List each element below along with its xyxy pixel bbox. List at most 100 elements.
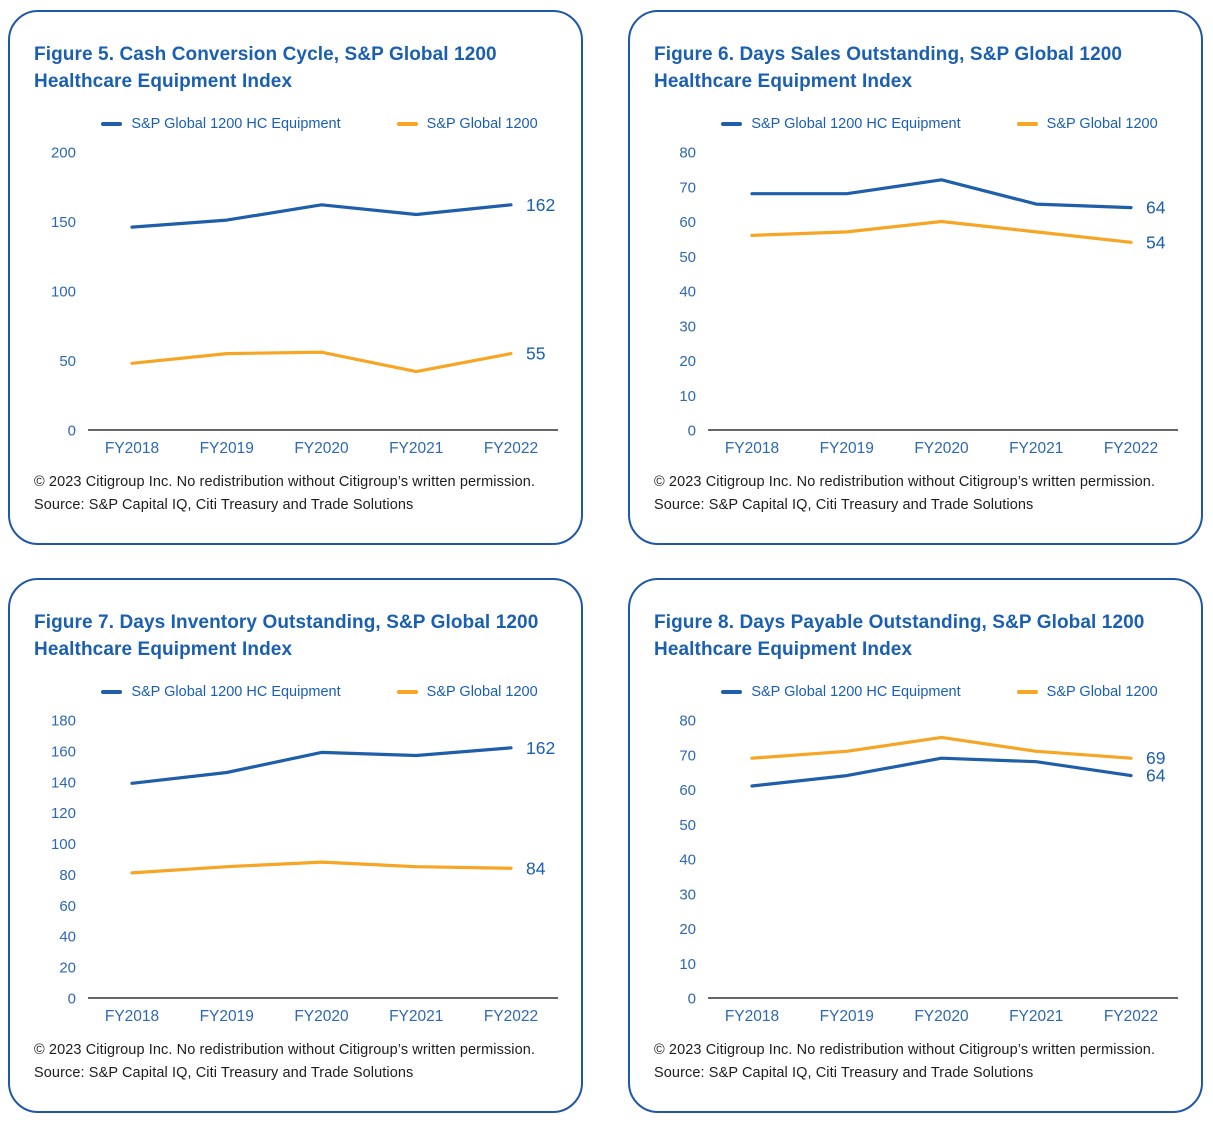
series-line [130, 746, 513, 785]
y-tick-label: 120 [51, 805, 76, 822]
series-end-label: 162 [526, 738, 555, 758]
y-tick-label: 50 [679, 249, 696, 266]
y-tick-label: 0 [688, 990, 696, 1007]
series-line [750, 756, 1133, 788]
figure6-line-chart: 0 10 20 30 40 50 60 70 80 FY2018 FY2019 FY2020 FY202… [679, 144, 1178, 457]
y-tick-label: 80 [679, 144, 696, 161]
copyright-text: © 2023 Citigroup Inc. No redistribution … [34, 473, 536, 490]
figure6-legend: S&P Global 1200 HC Equipment S&P Global … [654, 116, 1179, 132]
figure8-title: Figure 8. Days Payable Outstanding, S&P … [654, 612, 1145, 660]
figure-grid: Figure 5. Cash Conversion Cycle, S&P Glo… [8, 10, 1205, 1113]
source-text: Source: S&P Capital IQ, Citi Treasury an… [34, 497, 414, 514]
x-tick-label: FY2019 [200, 440, 254, 457]
x-tick-label: FY2019 [820, 440, 874, 457]
y-tick-label: 10 [679, 956, 696, 973]
figure6-title: Figure 6. Days Sales Outstanding, S&P Gl… [654, 44, 1123, 92]
x-tick-label: FY2022 [484, 440, 538, 457]
source-text: Source: S&P Capital IQ, Citi Treasury an… [34, 1065, 414, 1082]
series-line [130, 860, 513, 875]
y-tick-label: 180 [51, 712, 76, 729]
legend-dash-orange-icon [1016, 690, 1038, 694]
y-tick-label: 0 [68, 990, 76, 1007]
legend-item-hc-equipment: S&P Global 1200 HC Equipment [721, 684, 961, 700]
legend-item-sp1200: S&P Global 1200 [396, 115, 538, 132]
x-tick-label: FY2022 [1104, 440, 1158, 457]
y-tick-label: 60 [679, 214, 696, 231]
legend-dash-orange-icon [1016, 122, 1038, 126]
x-tick-label: FY2020 [914, 440, 969, 457]
figure8-chart-area: 0 10 20 30 40 50 60 70 80 FY2018 FY2019 FY2020 FY202… [654, 704, 1179, 1035]
x-tick-label: FY2021 [389, 440, 443, 457]
figure8-footer: © 2023 Citigroup Inc. No redistribution … [654, 1039, 1179, 1086]
figure6-chart-area: 0 10 20 30 40 50 60 70 80 FY2018 FY2019 FY2020 FY202… [654, 136, 1179, 467]
series-line [130, 203, 513, 229]
figure6-card: Figure 6. Days Sales Outstanding, S&P Gl… [628, 10, 1203, 545]
x-tick-label: FY2022 [1104, 1008, 1158, 1025]
y-tick-label: 40 [679, 851, 696, 868]
y-tick-label: 0 [688, 422, 696, 439]
y-tick-label: 30 [679, 886, 696, 903]
legend-item-hc-equipment: S&P Global 1200 HC Equipment [101, 115, 341, 132]
figure6-footer: © 2023 Citigroup Inc. No redistribution … [654, 471, 1179, 518]
figure7-footer: © 2023 Citigroup Inc. No redistribution … [34, 1039, 559, 1086]
series-end-label: 69 [1146, 748, 1165, 768]
x-tick-label: FY2018 [105, 440, 159, 457]
legend-dash-orange-icon [396, 122, 418, 126]
y-tick-label: 80 [679, 712, 696, 729]
figure5-title: Figure 5. Cash Conversion Cycle, S&P Glo… [34, 44, 497, 92]
legend-label-sp1200: S&P Global 1200 [426, 115, 538, 132]
legend-item-sp1200: S&P Global 1200 [1016, 684, 1158, 700]
y-tick-label: 20 [679, 353, 696, 370]
figure5-legend: S&P Global 1200 HC Equipment S&P Global … [34, 116, 559, 132]
legend-item-hc-equipment: S&P Global 1200 HC Equipment [721, 115, 961, 132]
series-end-label: 54 [1146, 232, 1166, 252]
y-tick-label: 20 [679, 921, 696, 938]
y-tick-label: 80 [59, 867, 76, 884]
y-tick-label: 160 [51, 743, 76, 760]
figure8-card: Figure 8. Days Payable Outstanding, S&P … [628, 578, 1203, 1113]
x-tick-label: FY2021 [1009, 1008, 1063, 1025]
figure7-legend: S&P Global 1200 HC Equipment S&P Global … [34, 684, 559, 700]
legend-label-hc-equipment: S&P Global 1200 HC Equipment [131, 683, 341, 700]
legend-dash-orange-icon [396, 690, 418, 694]
figure5-footer: © 2023 Citigroup Inc. No redistribution … [34, 471, 559, 518]
legend-dash-blue-icon [101, 122, 123, 126]
x-tick-label: FY2021 [389, 1008, 443, 1025]
series-end-label: 64 [1146, 766, 1166, 786]
copyright-text: © 2023 Citigroup Inc. No redistribution … [654, 473, 1156, 490]
source-text: Source: S&P Capital IQ, Citi Treasury an… [654, 1065, 1034, 1082]
x-tick-label: FY2019 [820, 1008, 874, 1025]
legend-dash-blue-icon [101, 690, 123, 694]
y-tick-label: 60 [679, 782, 696, 799]
y-tick-label: 40 [679, 283, 696, 300]
series-line [750, 735, 1133, 760]
legend-dash-blue-icon [721, 690, 743, 694]
figure8-legend: S&P Global 1200 HC Equipment S&P Global … [654, 684, 1179, 700]
series-line [750, 219, 1133, 244]
y-tick-label: 100 [51, 836, 76, 853]
y-tick-label: 40 [59, 929, 76, 946]
x-tick-label: FY2020 [914, 1008, 969, 1025]
series-end-label: 64 [1146, 198, 1166, 218]
y-tick-label: 30 [679, 318, 696, 335]
y-tick-label: 10 [679, 388, 696, 405]
legend-label-hc-equipment: S&P Global 1200 HC Equipment [131, 115, 341, 132]
figure7-line-chart: 0 20 40 60 80 100 120 140 160 180 FY2018 FY2019 FY20… [51, 712, 558, 1025]
figure5-card: Figure 5. Cash Conversion Cycle, S&P Glo… [8, 10, 583, 545]
y-tick-label: 60 [59, 898, 76, 915]
y-tick-label: 150 [51, 214, 76, 231]
source-text: Source: S&P Capital IQ, Citi Treasury an… [654, 497, 1034, 514]
legend-item-sp1200: S&P Global 1200 [396, 684, 538, 700]
copyright-text: © 2023 Citigroup Inc. No redistribution … [34, 1041, 536, 1058]
figure5-line-chart: 0 50 100 150 200 FY2018 FY2019 FY2020 FY2021 FY20… [51, 144, 558, 457]
legend-label-sp1200: S&P Global 1200 [1046, 115, 1158, 132]
y-tick-label: 50 [679, 817, 696, 834]
series-line [130, 350, 513, 374]
y-tick-label: 100 [51, 283, 76, 300]
series-end-label: 84 [526, 858, 546, 878]
y-tick-label: 70 [679, 179, 696, 196]
legend-label-hc-equipment: S&P Global 1200 HC Equipment [751, 115, 961, 132]
y-tick-label: 0 [68, 422, 76, 439]
figure8-line-chart: 0 10 20 30 40 50 60 70 80 FY2018 FY2019 FY2020 FY202… [679, 712, 1178, 1025]
